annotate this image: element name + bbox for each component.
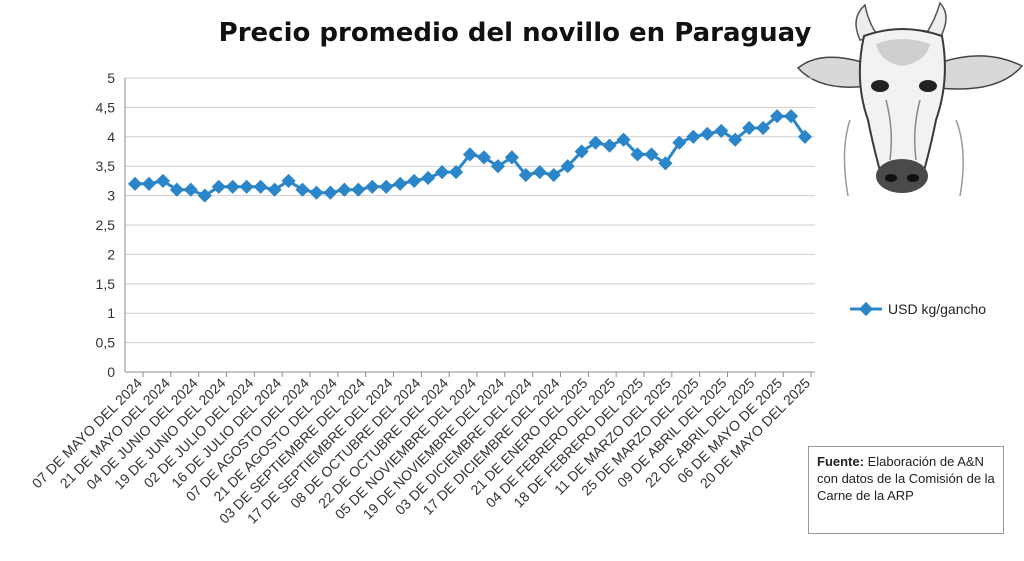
data-point [253,179,268,194]
data-point [728,132,743,147]
cow-head-illustration [796,1,1024,197]
data-point [742,120,757,136]
y-tick-label: 3,5 [96,158,116,174]
data-point [532,165,547,180]
data-point [295,182,310,197]
series-usd-kg-gancho [127,109,813,203]
y-tick-label: 4 [107,129,115,145]
legend: USD kg/gancho [850,301,986,317]
data-point [351,182,366,197]
y-axis-ticks: 0 0,5 1 1,5 2 2,5 3 3,5 4 4,5 5 [96,70,116,380]
y-tick-label: 3 [107,188,115,204]
data-point [169,182,184,197]
data-point [560,159,575,174]
y-tick-label: 1,5 [96,276,116,292]
data-point [211,179,226,194]
chart-title: Precio promedio del novillo en Paraguay [218,18,812,48]
data-point [267,182,282,197]
legend-diamond-marker [858,301,874,317]
data-point [141,176,157,191]
data-point [616,132,631,147]
data-point [630,147,645,162]
data-point [658,156,673,171]
data-point [421,170,436,186]
data-point [462,147,478,162]
data-point [323,185,338,200]
y-tick-label: 4,5 [96,99,116,115]
data-point [504,150,519,165]
data-point [379,179,394,194]
source-text: Elaboración de A&N con datos de la Comis… [817,454,995,503]
data-point [239,179,254,194]
data-point [393,176,408,191]
data-point [183,182,198,197]
data-point [407,173,422,188]
data-point [127,176,143,191]
data-point [770,109,785,124]
data-point [700,126,715,141]
data-point [225,179,240,194]
data-point [197,188,212,203]
source-label: Fuente: [817,454,864,469]
data-point [546,167,561,183]
data-point [309,185,324,200]
data-point [714,123,729,138]
data-point [602,138,617,153]
data-point [281,173,296,188]
data-point [756,120,771,136]
data-point [644,147,659,162]
y-tick-label: 0,5 [96,335,116,351]
data-point [588,135,603,150]
legend-label: USD kg/gancho [888,301,986,317]
data-point [672,135,687,150]
data-point [783,109,799,124]
data-point [490,159,505,174]
y-tick-label: 1 [107,305,115,321]
gridlines [124,77,815,373]
data-point [435,165,450,180]
data-point [797,129,813,144]
data-point [365,179,380,194]
data-point [686,129,701,144]
data-point [574,144,589,159]
y-tick-label: 0 [107,364,115,380]
y-tick-label: 2,5 [96,217,116,233]
data-point [448,165,464,180]
data-point [155,173,170,188]
data-point [518,167,533,183]
data-point [476,150,492,165]
y-tick-label: 5 [107,70,115,86]
y-tick-label: 2 [107,246,115,262]
data-point [337,182,352,197]
source-note: Fuente: Elaboración de A&N con datos de … [808,446,1004,534]
